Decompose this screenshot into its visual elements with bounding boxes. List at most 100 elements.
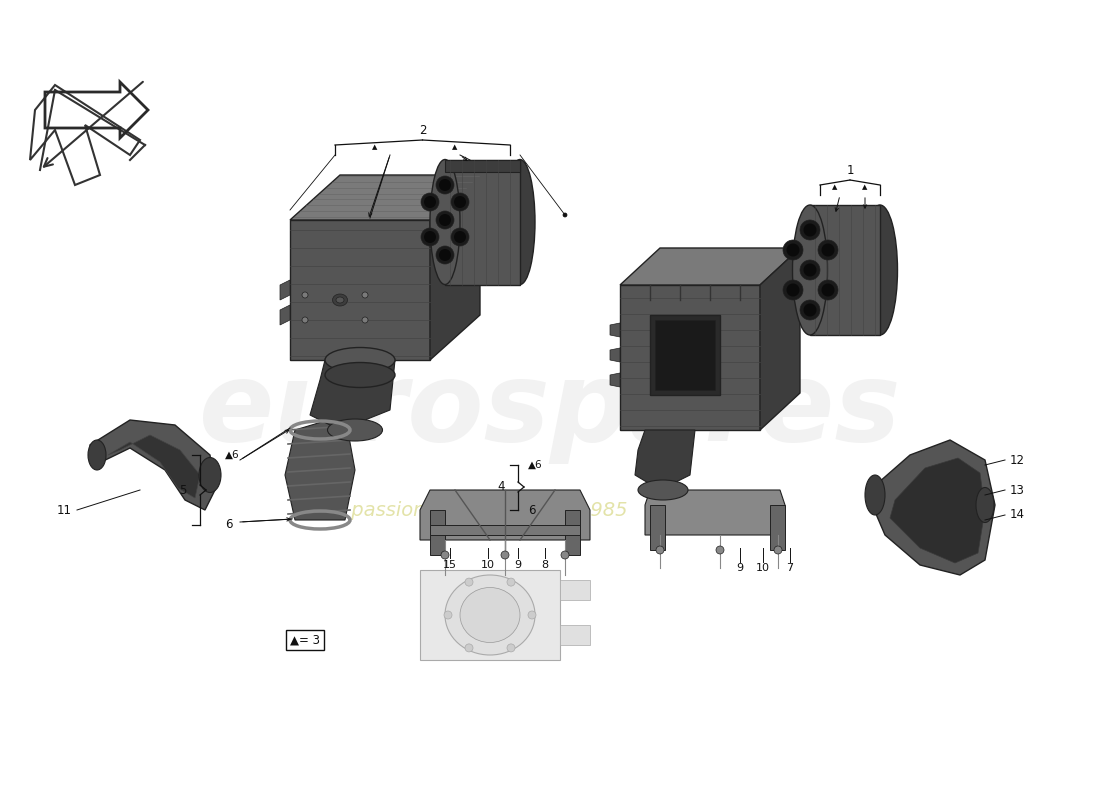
Ellipse shape [638, 480, 688, 500]
Text: 9: 9 [515, 560, 521, 570]
Polygon shape [810, 205, 880, 335]
Ellipse shape [324, 362, 395, 387]
Ellipse shape [786, 283, 800, 297]
Text: 4: 4 [497, 481, 505, 494]
Circle shape [362, 292, 369, 298]
Ellipse shape [783, 280, 803, 300]
Text: 10: 10 [481, 560, 495, 570]
Text: 6: 6 [528, 503, 536, 517]
Circle shape [507, 644, 515, 652]
Ellipse shape [818, 240, 838, 260]
Ellipse shape [430, 159, 460, 285]
Polygon shape [430, 175, 480, 360]
Ellipse shape [792, 205, 827, 335]
Circle shape [441, 551, 449, 559]
Ellipse shape [446, 575, 535, 655]
Polygon shape [290, 220, 430, 360]
Polygon shape [108, 435, 200, 498]
Text: 10: 10 [756, 563, 770, 573]
Ellipse shape [454, 196, 466, 208]
Polygon shape [430, 525, 580, 535]
Ellipse shape [800, 260, 820, 280]
Ellipse shape [436, 176, 454, 194]
Text: eurospares: eurospares [199, 357, 901, 463]
Polygon shape [890, 458, 984, 563]
Ellipse shape [332, 294, 348, 306]
Polygon shape [610, 348, 620, 362]
Text: ▲: ▲ [452, 144, 458, 150]
Text: 7: 7 [786, 563, 793, 573]
Polygon shape [290, 175, 480, 220]
Polygon shape [280, 305, 290, 325]
Ellipse shape [800, 300, 820, 320]
Ellipse shape [324, 347, 395, 373]
Circle shape [500, 551, 509, 559]
Ellipse shape [336, 297, 344, 303]
Circle shape [563, 213, 566, 217]
Ellipse shape [424, 196, 436, 208]
Ellipse shape [865, 475, 886, 515]
Ellipse shape [818, 280, 838, 300]
Ellipse shape [328, 419, 383, 441]
Ellipse shape [199, 458, 221, 493]
Circle shape [528, 611, 536, 619]
Ellipse shape [439, 179, 451, 191]
Polygon shape [620, 285, 760, 430]
Polygon shape [770, 505, 785, 550]
Text: 6: 6 [226, 518, 232, 531]
Circle shape [465, 644, 473, 652]
Text: ▲6: ▲6 [528, 460, 542, 470]
Polygon shape [280, 280, 290, 300]
Text: 5: 5 [179, 483, 187, 497]
Ellipse shape [822, 283, 835, 297]
Circle shape [507, 578, 515, 586]
Polygon shape [610, 323, 620, 337]
Ellipse shape [822, 243, 835, 257]
Ellipse shape [862, 205, 898, 335]
Ellipse shape [439, 249, 451, 261]
Ellipse shape [786, 243, 800, 257]
Ellipse shape [803, 303, 816, 317]
Ellipse shape [451, 228, 469, 246]
Text: 14: 14 [1010, 509, 1025, 522]
Ellipse shape [88, 440, 106, 470]
Ellipse shape [424, 231, 436, 243]
Text: 9: 9 [736, 563, 744, 573]
Ellipse shape [976, 487, 994, 522]
Ellipse shape [783, 240, 803, 260]
Text: a passion for parts since 1985: a passion for parts since 1985 [332, 501, 627, 519]
Ellipse shape [436, 211, 454, 229]
Circle shape [444, 611, 452, 619]
Text: 15: 15 [443, 560, 456, 570]
Text: ▲6: ▲6 [226, 450, 240, 460]
Text: 12: 12 [1010, 454, 1025, 466]
Text: ▲: ▲ [862, 184, 868, 190]
Ellipse shape [460, 587, 520, 642]
Polygon shape [635, 430, 695, 490]
Polygon shape [870, 440, 996, 575]
Circle shape [774, 546, 782, 554]
Polygon shape [650, 505, 666, 550]
Text: 1: 1 [846, 163, 854, 177]
Polygon shape [645, 490, 785, 535]
Ellipse shape [800, 220, 820, 240]
Text: ▲: ▲ [372, 144, 377, 150]
Polygon shape [565, 510, 580, 555]
Ellipse shape [436, 246, 454, 264]
Polygon shape [760, 248, 800, 430]
Text: ▲: ▲ [833, 184, 838, 190]
Ellipse shape [803, 223, 816, 237]
Ellipse shape [451, 193, 469, 211]
Text: 13: 13 [1010, 483, 1025, 497]
Polygon shape [650, 315, 721, 395]
Text: ▲= 3: ▲= 3 [290, 634, 320, 646]
Circle shape [362, 317, 369, 323]
Text: 11: 11 [57, 503, 72, 517]
Polygon shape [90, 420, 214, 510]
Circle shape [656, 546, 664, 554]
Polygon shape [446, 160, 520, 285]
Circle shape [302, 317, 308, 323]
Polygon shape [310, 360, 395, 430]
Polygon shape [620, 248, 800, 285]
Ellipse shape [803, 263, 816, 277]
